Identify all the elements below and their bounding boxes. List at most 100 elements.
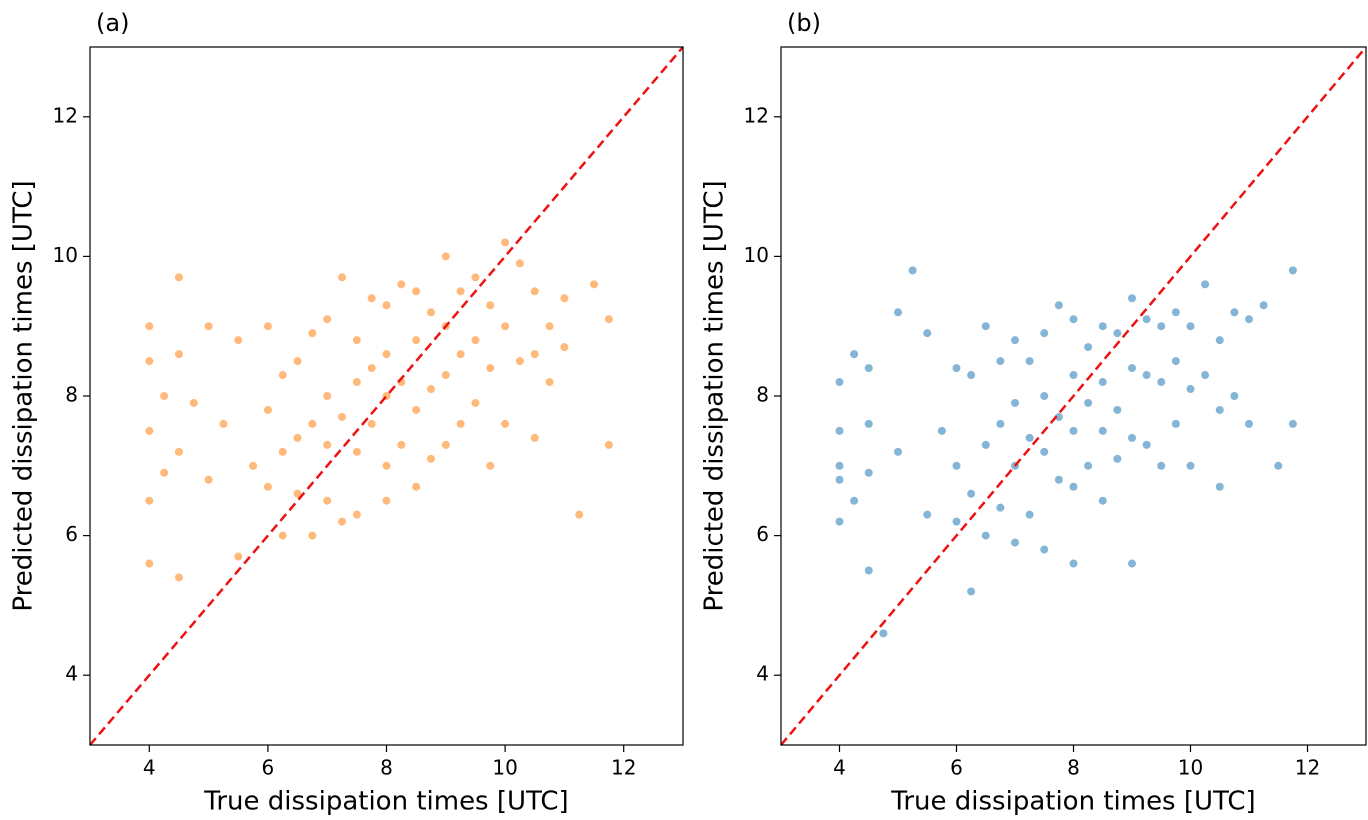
point [308, 419, 317, 428]
point [145, 426, 154, 435]
point [412, 336, 421, 345]
point [967, 489, 976, 498]
point [850, 350, 859, 359]
point [204, 475, 213, 484]
point [338, 273, 347, 282]
point [456, 419, 465, 428]
point [1025, 510, 1034, 519]
point [1098, 496, 1107, 505]
point [1142, 371, 1151, 380]
x-axis-label: True dissipation times [UTC] [890, 787, 1255, 817]
point [382, 350, 391, 359]
point [1128, 433, 1136, 442]
point [515, 259, 524, 268]
point [545, 322, 554, 331]
point [1084, 461, 1093, 470]
point [1098, 378, 1107, 387]
point [263, 322, 272, 331]
point [501, 419, 510, 428]
point [981, 531, 990, 540]
point [352, 447, 361, 456]
point [249, 461, 258, 470]
point [996, 357, 1005, 366]
point [1259, 301, 1268, 310]
point [1098, 322, 1107, 331]
point [530, 287, 539, 296]
point [486, 461, 495, 470]
point [575, 510, 584, 519]
point [219, 419, 228, 428]
point [515, 357, 524, 366]
point [1157, 322, 1166, 331]
point [604, 440, 613, 449]
panel: (a) 4 6 8 10 12 4 6 8 10 12 True dissipation times … [9, 9, 684, 817]
point [937, 426, 946, 435]
point [486, 301, 495, 310]
point [923, 510, 932, 519]
point [894, 308, 902, 317]
point [412, 405, 421, 414]
point [864, 364, 873, 373]
x-tick-label: 4 [833, 756, 846, 780]
point [1113, 329, 1122, 338]
point [1128, 559, 1136, 568]
point [456, 350, 465, 359]
y-axis-label: Predicted dissipation times [UTC] [700, 180, 730, 611]
point [1186, 322, 1195, 331]
point [338, 517, 347, 526]
y-tick-label: 4 [756, 662, 769, 686]
point [174, 447, 183, 456]
point [590, 280, 599, 289]
point [145, 357, 154, 366]
point [967, 587, 976, 596]
x-tick-label: 6 [262, 756, 275, 780]
point [397, 280, 406, 289]
point [1025, 433, 1034, 442]
point [471, 273, 480, 282]
point [1040, 447, 1049, 456]
point [1054, 475, 1063, 484]
point [1054, 301, 1063, 310]
point [530, 433, 539, 442]
point [278, 531, 287, 540]
panel-title: (b) [787, 9, 821, 37]
point [204, 322, 213, 331]
point [1171, 419, 1180, 428]
point [352, 336, 361, 345]
point [981, 440, 990, 449]
point [308, 531, 317, 540]
x-tick-label: 10 [1178, 756, 1203, 780]
point [145, 559, 154, 568]
point [835, 461, 844, 470]
point [1142, 315, 1151, 324]
panel-title: (a) [96, 9, 129, 37]
point [1054, 412, 1063, 421]
y-tick-label: 4 [65, 662, 78, 686]
plot-area [145, 238, 613, 582]
point [160, 392, 169, 400]
point [1230, 308, 1239, 317]
point [1288, 419, 1297, 428]
point [1069, 426, 1078, 435]
point [234, 552, 243, 561]
point [1084, 398, 1093, 407]
point [981, 322, 990, 331]
point [352, 510, 361, 519]
point [189, 398, 198, 407]
point [1040, 329, 1049, 338]
point [234, 336, 243, 345]
point [412, 287, 421, 296]
point [397, 440, 406, 449]
point [1215, 336, 1224, 345]
point [367, 364, 376, 373]
y-tick-label: 6 [65, 522, 78, 546]
point [426, 454, 435, 463]
point [864, 419, 873, 428]
point [835, 517, 844, 526]
point [996, 503, 1005, 512]
point [174, 273, 183, 282]
y-axis-label: Predicted dissipation times [UTC] [9, 180, 39, 611]
point [278, 371, 287, 380]
point [382, 301, 391, 310]
